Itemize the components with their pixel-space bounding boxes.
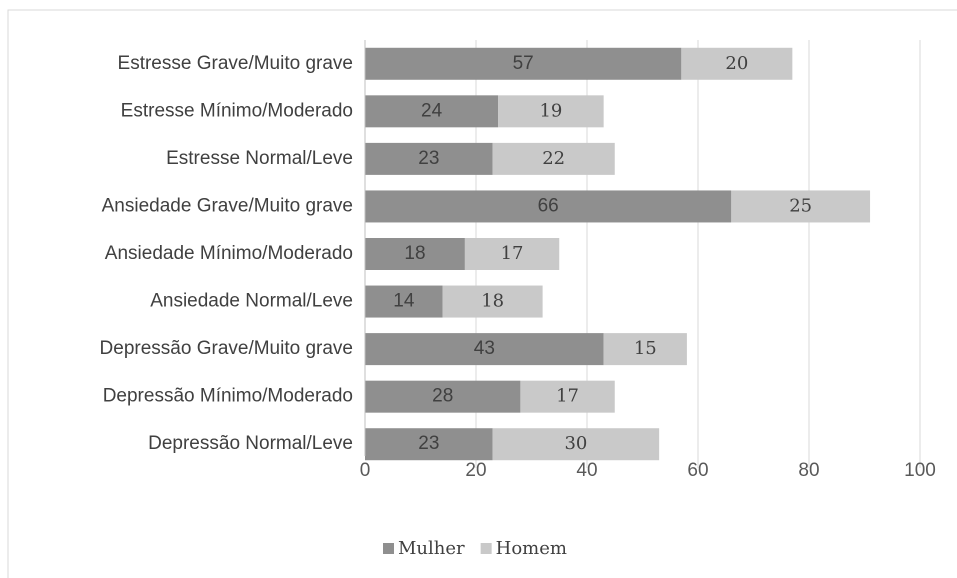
y-tick-label: Estresse Normal/Leve	[166, 148, 353, 169]
y-tick-label: Depressão Grave/Muito grave	[100, 338, 353, 359]
data-label: 24	[421, 100, 443, 121]
bar-segment	[492, 142, 615, 175]
bar-segment	[365, 142, 493, 175]
bar-segment	[365, 238, 465, 270]
y-tick-label: Estresse Mínimo/Moderado	[121, 100, 353, 121]
data-label: 23	[418, 433, 439, 454]
bar-segment	[365, 380, 521, 413]
chart-frame	[7, 9, 957, 578]
bar-segment	[603, 333, 687, 366]
x-tick-label: 40	[576, 460, 597, 481]
x-tick-label: 80	[798, 460, 819, 481]
data-label: 17	[501, 243, 524, 264]
data-label: 17	[556, 386, 579, 407]
data-label: 30	[564, 433, 587, 454]
data-label: 18	[481, 291, 504, 312]
bar-segment	[365, 428, 493, 461]
x-tick-label: 60	[687, 460, 708, 481]
x-tick-label: 20	[465, 460, 486, 481]
x-tick-label: 100	[904, 460, 936, 481]
y-tick-label: Depressão Normal/Leve	[148, 433, 353, 454]
y-tick-label: Estresse Grave/Muito grave	[118, 53, 353, 74]
bar-segment	[365, 95, 499, 128]
bar-segment	[365, 333, 604, 366]
data-label: 14	[393, 291, 415, 312]
y-tick-label: Depressão Mínimo/Moderado	[103, 386, 353, 407]
data-label: 28	[432, 386, 453, 407]
bar-segment	[681, 47, 793, 80]
bar-segment	[492, 428, 660, 461]
x-tick-label: 0	[360, 460, 371, 481]
legend-label: Homem	[496, 538, 567, 559]
y-tick-label: Ansiedade Normal/Leve	[150, 291, 353, 312]
y-tick-label: Ansiedade Grave/Muito grave	[102, 195, 353, 216]
legend-swatch	[480, 543, 492, 554]
data-label: 57	[513, 53, 534, 74]
data-label: 22	[542, 148, 565, 169]
legend-label: Mulher	[398, 538, 465, 559]
y-tick-label: Ansiedade Mínimo/Moderado	[105, 243, 353, 264]
data-label: 23	[418, 148, 439, 169]
bar-segment	[365, 190, 732, 223]
bar-segment	[498, 95, 604, 128]
data-label: 18	[404, 243, 425, 264]
data-label: 43	[474, 338, 495, 359]
data-label: 20	[725, 53, 748, 74]
bar-segment	[365, 285, 443, 318]
data-label: 66	[538, 195, 559, 216]
bar-segment	[442, 285, 543, 318]
bar-segment	[365, 47, 682, 80]
data-label: 15	[634, 338, 657, 359]
data-label: 19	[539, 100, 562, 121]
bar-segment	[464, 238, 560, 270]
data-label: 25	[789, 195, 812, 216]
bar-segment	[520, 380, 615, 413]
legend-swatch	[383, 543, 394, 554]
bar-segment	[731, 190, 871, 223]
